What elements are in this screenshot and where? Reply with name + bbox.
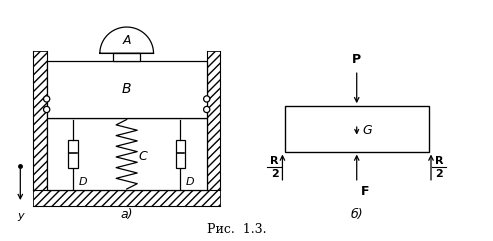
Text: 2: 2 [271,169,279,179]
Bar [207,51,220,190]
Circle shape [204,106,210,113]
Bar [33,51,47,190]
Text: а): а) [120,208,133,221]
Text: G: G [362,124,372,137]
Bar [285,106,428,152]
Text: б): б) [351,208,363,221]
Bar [33,190,220,206]
Bar [47,118,207,190]
Bar [47,60,207,118]
Bar [113,54,140,60]
Text: A: A [122,34,131,47]
Text: C: C [139,150,147,163]
Text: Рис.  1.3.: Рис. 1.3. [207,222,267,235]
Text: D: D [186,177,195,187]
Text: P: P [352,53,361,66]
Circle shape [43,106,50,113]
Text: 2: 2 [435,169,443,179]
Text: y: y [17,211,24,221]
Bar [68,141,78,168]
Text: F: F [360,185,369,198]
Circle shape [43,96,50,102]
Text: R: R [435,156,443,166]
Bar [176,141,185,168]
Text: B: B [122,82,132,96]
Polygon shape [100,27,153,54]
Text: R: R [270,156,279,166]
Circle shape [204,96,210,102]
Text: D: D [79,177,87,187]
